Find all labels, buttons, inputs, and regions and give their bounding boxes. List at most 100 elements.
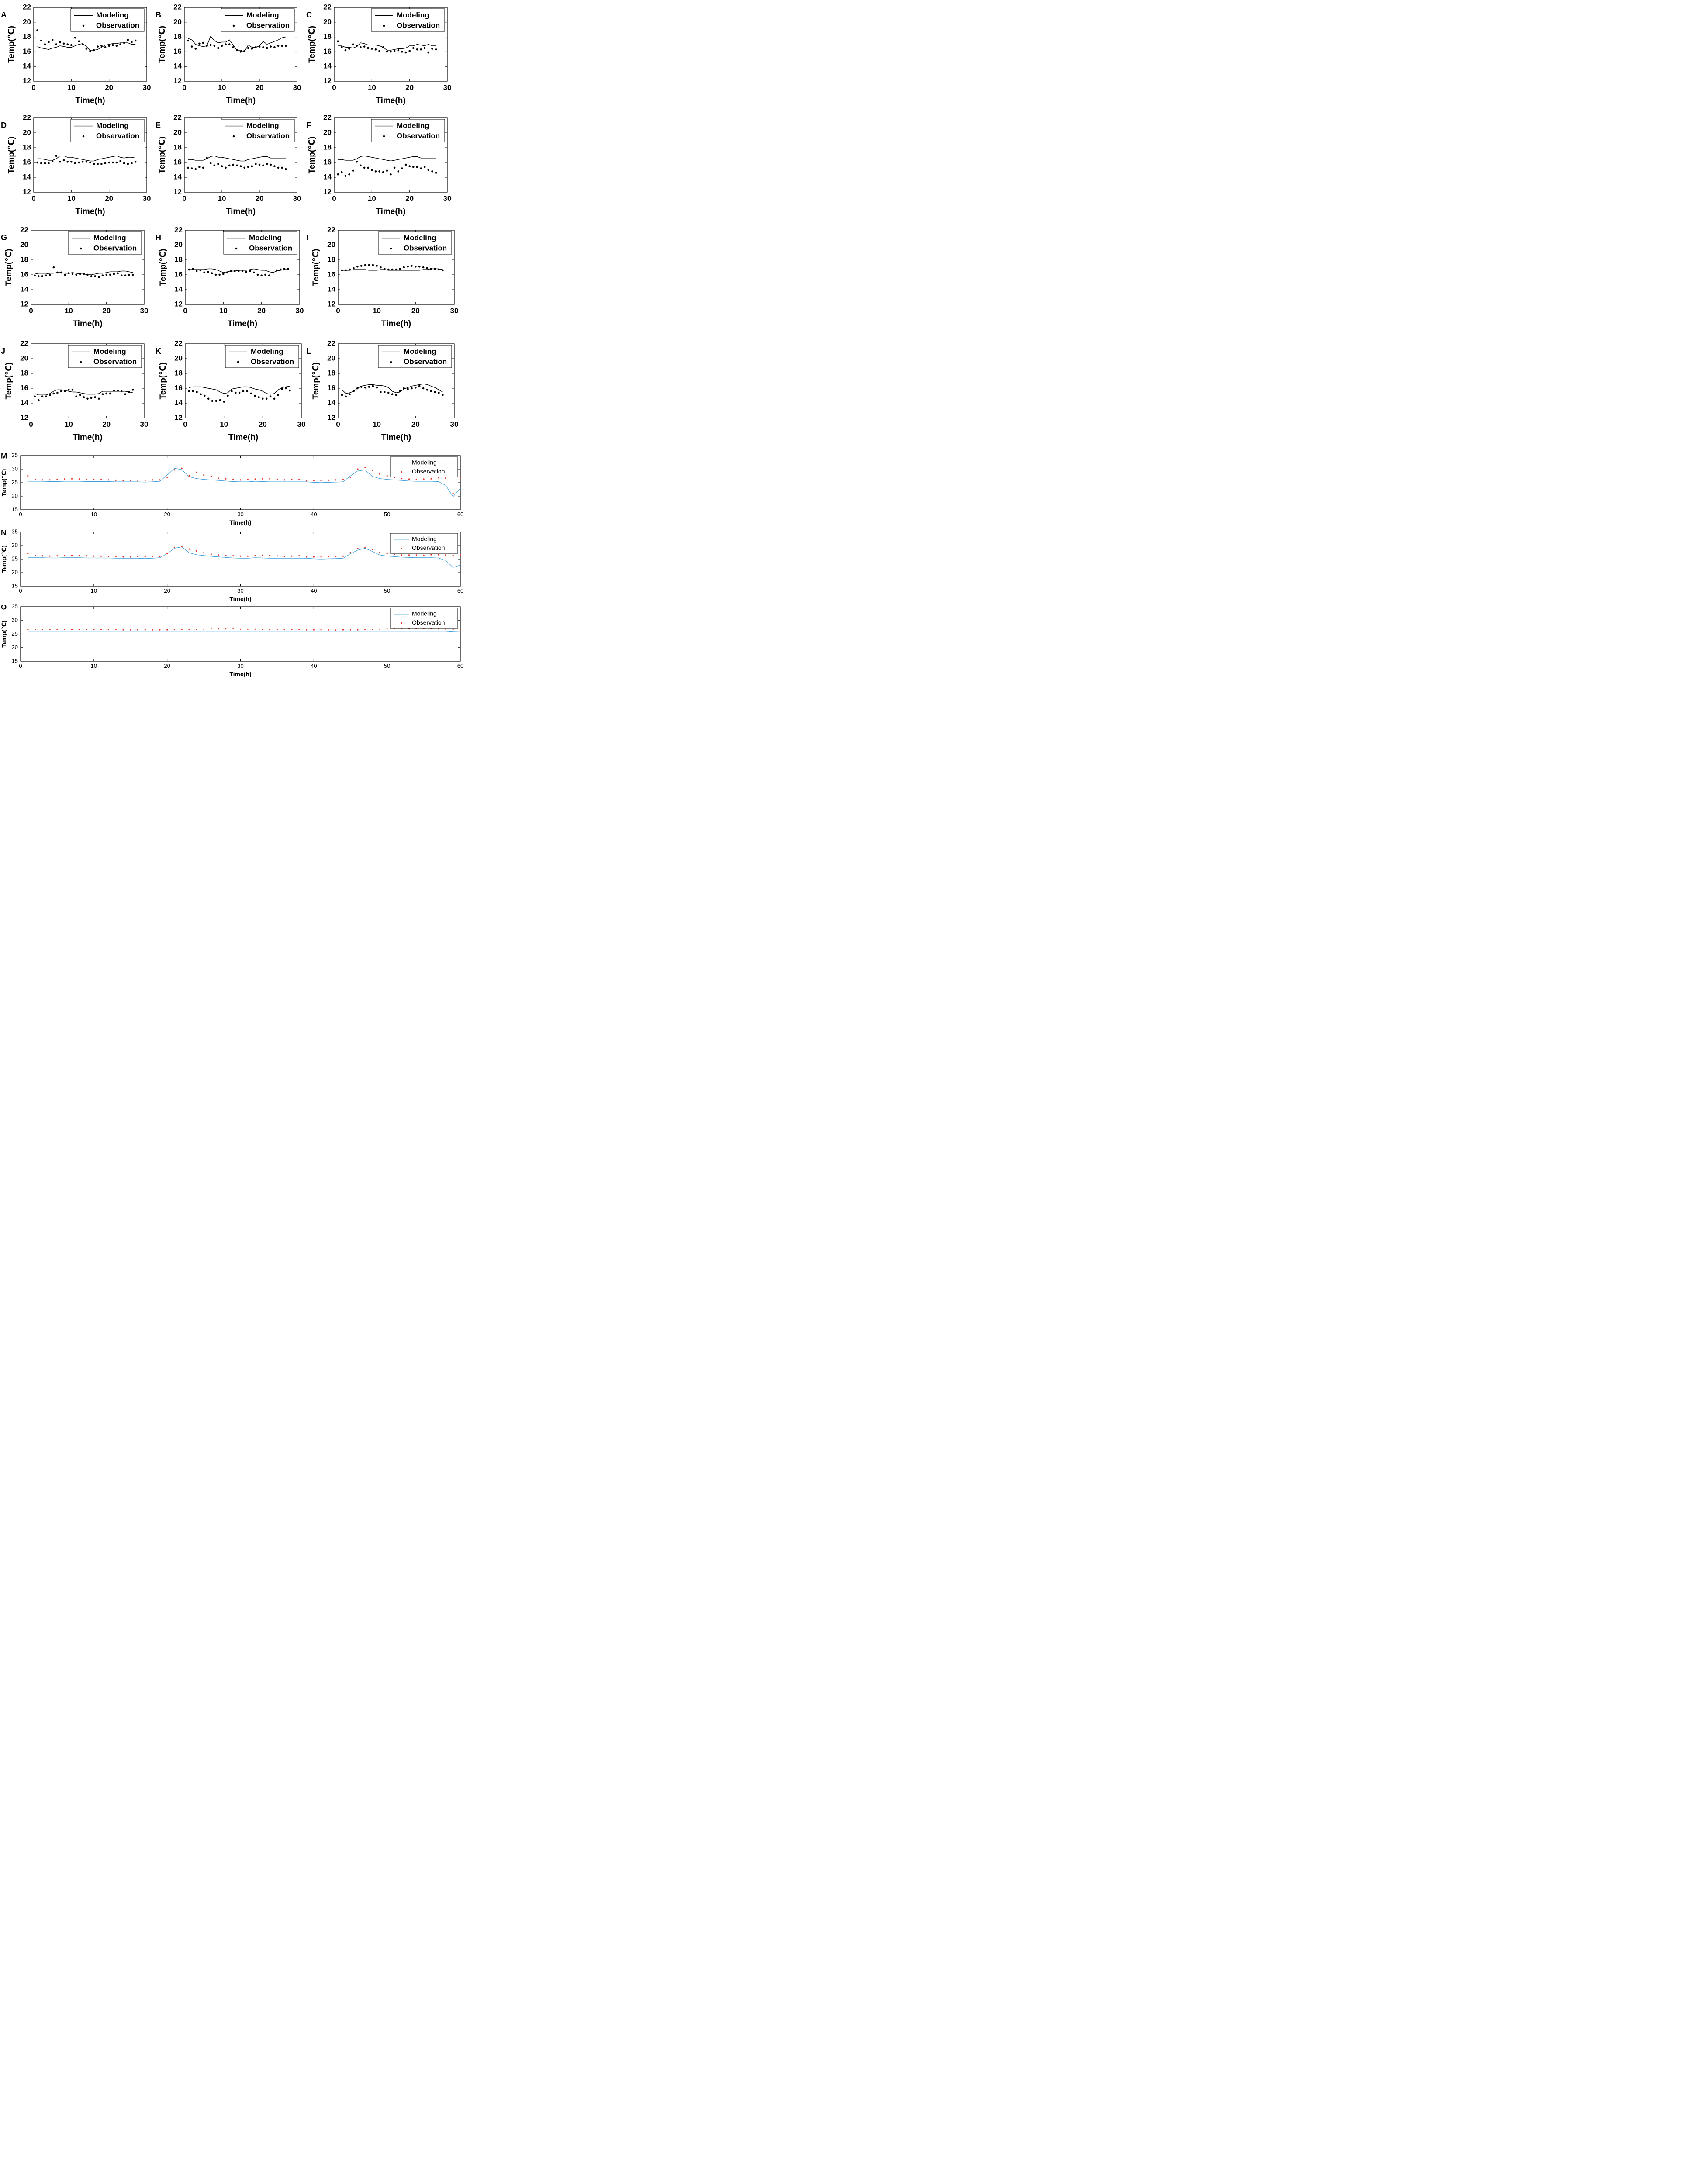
observation-point [107,556,109,557]
observation-point [210,553,212,555]
observation-point [298,479,300,480]
observation-point [49,629,51,630]
y-tick-label: 20 [174,354,183,362]
y-tick-label: 16 [23,47,31,55]
observation-point [364,467,366,468]
legend-marker-swatch [232,24,235,27]
observation-point [281,388,283,390]
x-tick-label: 10 [67,83,76,92]
x-tick-label: 0 [182,194,186,203]
observation-point [234,270,236,272]
observation-point [284,45,287,47]
x-tick-label: 10 [373,307,381,315]
observation-point [217,47,219,49]
y-tick-label: 22 [327,225,335,234]
x-axis-label: Time(h) [229,670,251,677]
observation-point [254,394,256,397]
legend-marker-swatch [390,361,392,363]
observation-point [109,392,111,395]
observation-point [211,400,214,402]
observation-point [48,41,50,43]
chart-panel-f: F 12 14 16 18 20 22 0 10 20 30 Time(h) Temp(℃) Modeli… [306,113,451,216]
observation-point [83,273,85,275]
legend-box [68,345,142,368]
observation-point [273,46,276,48]
legend-label-observation: Observation [93,357,137,366]
observation-point [431,48,433,50]
observation-point [431,170,433,173]
legend-label-modeling: Modeling [412,610,437,617]
legend-box [221,8,295,32]
x-tick-label: 20 [105,194,113,203]
series-line-modeling [189,386,290,395]
observation-point [353,267,355,269]
observation-point [137,479,139,481]
observation-point [341,394,343,396]
chart-panel-m: M 15 20 25 30 35 0 10 20 30 40 50 60 Time(h) Temp(℃) Mo… [0,452,463,526]
observation-point [360,164,362,167]
observation-point [85,161,88,163]
observation-point [45,274,47,276]
observation-point [277,166,280,169]
observation-point [445,477,447,479]
observation-point [408,478,410,480]
observation-point [36,29,38,31]
observation-point [119,160,121,162]
y-tick-label: 16 [173,158,182,166]
observation-point [44,43,46,45]
legend-label-observation: Observation [397,131,440,140]
observation-point [111,44,114,46]
observation-point [127,39,129,41]
observation-point [415,554,417,556]
observation-point [123,162,125,165]
y-tick-label: 14 [323,173,332,181]
y-tick-label: 12 [174,300,183,308]
observation-point [252,271,255,274]
observation-point [255,46,257,48]
observation-point [68,272,70,274]
observation-point [360,386,363,388]
observation-point [134,161,137,163]
observation-point [97,45,99,48]
axes-box [185,343,302,418]
y-tick-label: 20 [327,354,335,362]
observation-point [434,391,436,393]
y-axis-label: Temp(℃) [158,137,167,174]
legend-label-observation: Observation [412,468,445,475]
x-tick-label: 40 [311,511,317,518]
observation-point [342,479,344,480]
observation-point [384,391,386,393]
observation-point [426,389,429,391]
y-tick-label: 20 [20,354,28,362]
observation-point [44,162,46,165]
y-tick-label: 14 [174,398,183,407]
observation-point [407,266,409,268]
observation-point [210,628,212,630]
observation-point [206,157,208,159]
observation-point [122,629,124,631]
observation-point [232,163,235,166]
observation-point [397,170,400,173]
observation-point [159,629,161,631]
observation-point [194,168,197,170]
legend-marker-swatch [82,24,85,27]
y-tick-label: 30 [12,542,18,548]
y-tick-label: 35 [12,528,18,535]
x-tick-label: 0 [31,194,35,203]
y-axis-label: Temp(℃) [308,137,317,174]
chart-panel-j: J 12 14 16 18 20 22 0 10 20 30 Time(h) Temp(℃) Modeli… [1,339,148,442]
series-line-modeling [37,42,136,51]
x-tick-label: 10 [218,83,226,92]
x-tick-label: 40 [311,587,317,594]
observation-point [243,166,245,169]
observation-point [199,269,202,272]
observation-point [247,166,249,168]
y-tick-label: 12 [174,413,183,422]
observation-point [219,399,221,401]
observation-point [364,546,366,548]
observation-point [74,162,76,165]
y-tick-label: 12 [323,187,332,196]
observation-point [438,554,439,556]
observation-point [298,555,300,557]
